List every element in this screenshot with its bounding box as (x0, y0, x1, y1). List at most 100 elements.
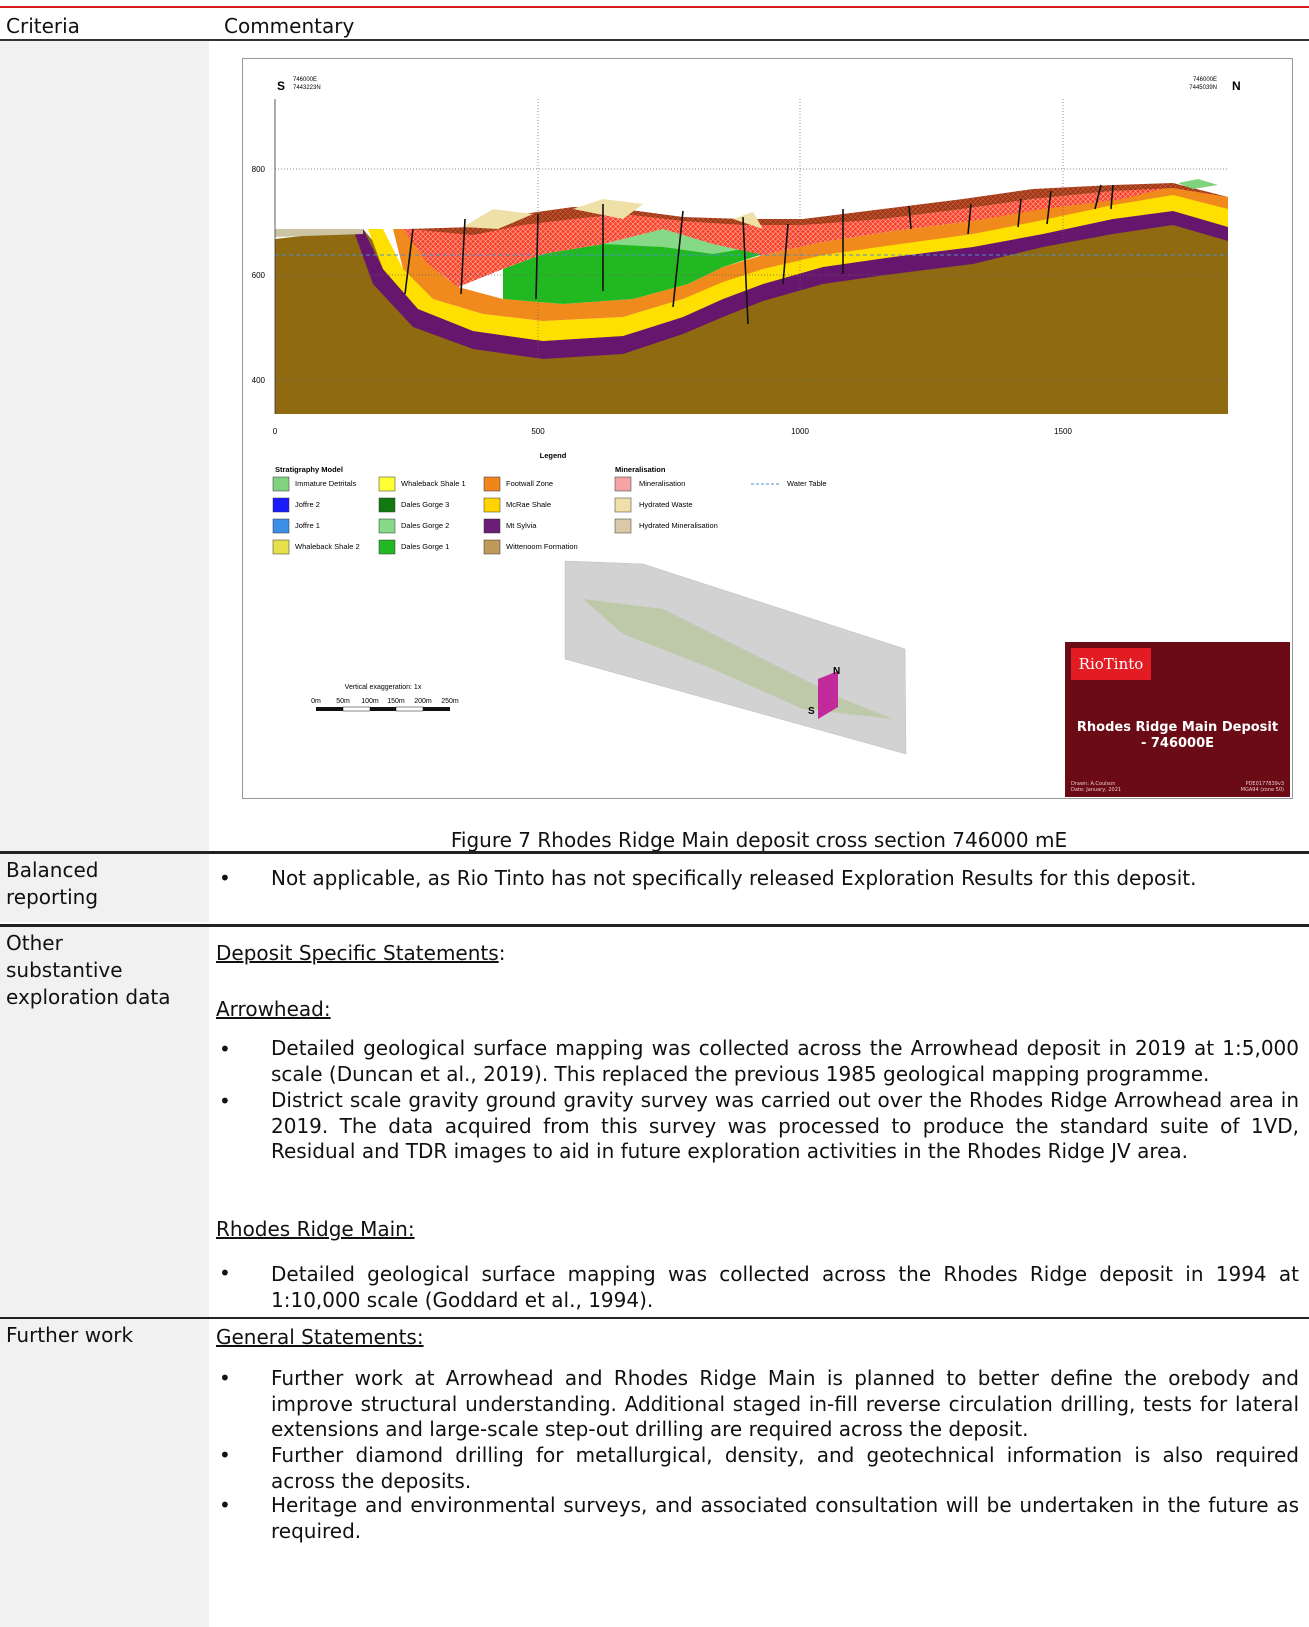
deposit-heading-text: Deposit Specific Statements (216, 941, 499, 965)
legend-joffre-1: Joffre 1 (295, 521, 320, 530)
legend-hydrated-waste: Hydrated Waste (639, 500, 693, 509)
title-block: RioTinto Rhodes Ridge Main Deposit - 746… (1065, 642, 1290, 797)
legend-footwall-zone: Footwall Zone (506, 479, 553, 488)
x-tick-500: 500 (531, 427, 545, 436)
legend-col-3: Footwall Zone McRae Shale Mt Sylvia Witt… (483, 476, 578, 555)
balanced-criteria-2: reporting (6, 885, 99, 909)
title-block-title: Rhodes Ridge Main Deposit - 746000E (1065, 720, 1290, 752)
drill-holes (404, 184, 1114, 325)
arrowhead-bullet-1: Detailed geological surface mapping was … (271, 1036, 1299, 1086)
legend-col-4: Mineralisation Hydrated Waste Hydrated M… (614, 476, 718, 534)
hydrated-waste-1 (463, 209, 533, 229)
legend-col-1: Immature Detritals Joffre 2 Joffre 1 Wha… (272, 476, 360, 555)
bullet: • (219, 1037, 231, 1061)
hydrated-waste-3 (733, 212, 763, 229)
bullet: • (219, 1443, 231, 1467)
legend-col-2: Whaleback Shale 1 Dales Gorge 3 Dales Go… (378, 476, 466, 555)
wittenoom-formation (275, 209, 1228, 414)
hydrated-waste-2 (573, 199, 643, 219)
legend-mineralisation: Mineralisation (639, 479, 685, 488)
y-tick-800: 800 (252, 165, 266, 174)
commentary-header: Commentary (224, 14, 355, 38)
north-coord-e: 746000E (1193, 77, 1217, 83)
legend-title: Legend (540, 451, 567, 460)
table-header: Criteria Commentary (0, 8, 1309, 41)
south-coord-e: 746000E (293, 77, 317, 83)
other-criteria-cell: Other substantive exploration data (0, 927, 209, 1317)
deposit-heading-colon: : (498, 941, 506, 965)
mineralisation-zone (403, 186, 1173, 287)
other-criteria-1: Other (6, 931, 63, 955)
bullet: • (219, 1089, 231, 1113)
legend-hydrated-mineralisation: Hydrated Mineralisation (639, 521, 718, 530)
x-tick-labels: 0 500 1000 1500 (273, 427, 1073, 436)
inset-s-label: S (808, 706, 815, 717)
general-heading: General Statements: (216, 1325, 424, 1349)
scale-0m: 0m (311, 698, 321, 705)
legend-dales-gorge-1: Dales Gorge 1 (401, 542, 449, 551)
title-line-2: - 746000E (1140, 736, 1215, 751)
rhodes-main-bullet: Detailed geological surface mapping was … (271, 1262, 1299, 1312)
balanced-text: Not applicable, as Rio Tinto has not spe… (271, 866, 1197, 890)
title-block-meta-left: Drawn: A.Coulson Date: January, 2021 (1071, 781, 1121, 793)
north-coord-n: 7445039N (1189, 85, 1217, 91)
legend-water-table: Water Table (787, 479, 827, 488)
further-criteria-cell: Further work (0, 1319, 209, 1627)
row-separator (0, 851, 1309, 854)
balanced-criteria-1: Balanced (6, 858, 99, 882)
north-label: N (1232, 79, 1241, 93)
figure-row-criteria-cell (0, 41, 209, 851)
title-block-meta-right: PDE0177839v3 MGA94 (zone 50) (1241, 781, 1284, 793)
hydrated-mineralisation (408, 183, 1228, 235)
south-coord-n: 7443223N (293, 85, 321, 91)
bullet: • (219, 1493, 231, 1517)
mcrae-shale (368, 194, 1228, 341)
scale-150m: 150m (387, 698, 405, 705)
other-criteria-3: exploration data (6, 985, 171, 1009)
inset-n-label: N (833, 666, 840, 677)
scale-200m: 200m (414, 698, 432, 705)
x-tick-0: 0 (273, 427, 278, 436)
balanced-criteria-cell: Balanced reporting (0, 854, 209, 922)
y-tick-600: 600 (252, 271, 266, 280)
legend-whaleback-2: Whaleback Shale 2 (295, 542, 360, 551)
legend-dales-gorge-2: Dales Gorge 2 (401, 521, 449, 530)
legend-dales-gorge-3: Dales Gorge 3 (401, 500, 449, 509)
grid-ref: MGA94 (zone 50) (1240, 787, 1284, 793)
immature-detritals (1178, 179, 1218, 189)
row-separator (0, 1317, 1309, 1319)
y-tick-400: 400 (252, 376, 266, 385)
legend-whaleback-1: Whaleback Shale 1 (401, 479, 466, 488)
vertical-exaggeration: Vertical exaggeration: 1x (345, 684, 422, 691)
scale-100m: 100m (361, 698, 379, 705)
scale-250m: 250m (441, 698, 459, 705)
figure-caption: Figure 7 Rhodes Ridge Main deposit cross… (450, 828, 1068, 852)
legend-immature-detritals: Immature Detritals (295, 479, 357, 488)
inset-3d-view: S N (564, 560, 907, 755)
further-criteria: Further work (6, 1323, 134, 1347)
bullet: • (219, 1366, 231, 1390)
min-title: Mineralisation (615, 465, 666, 474)
arrowhead-heading: Arrowhead: (216, 997, 331, 1021)
other-criteria-2: substantive (6, 958, 123, 982)
deposit-heading: Deposit Specific Statements: (216, 940, 505, 966)
bullet: • (219, 1261, 231, 1285)
legend: Legend Stratigraphy Model Mineralisation… (272, 451, 827, 555)
bullet: • (219, 866, 231, 890)
further-bullet-2: Further diamond drilling for metallurgic… (271, 1443, 1299, 1493)
cross-section-svg: S 746000E 7443223N N 746000E 7445039N (252, 77, 1241, 755)
further-bullet-3: Heritage and environmental surveys, and … (271, 1493, 1299, 1543)
drawn-date: Date: January, 2021 (1071, 787, 1122, 793)
y-tick-labels: 800 600 400 (252, 165, 266, 385)
legend-joffre-2: Joffre 2 (295, 500, 320, 509)
cross-section-figure: S 746000E 7443223N N 746000E 7445039N (242, 58, 1293, 799)
strat-title: Stratigraphy Model (275, 465, 343, 474)
legend-mcrae-shale: McRae Shale (506, 500, 551, 509)
further-bullet-1: Further work at Arrowhead and Rhodes Rid… (271, 1366, 1299, 1441)
title-line-1: Rhodes Ridge Main Deposit (1076, 720, 1279, 735)
legend-mt-sylvia: Mt Sylvia (506, 521, 537, 530)
rhodes-main-heading: Rhodes Ridge Main: (216, 1217, 415, 1241)
arrowhead-bullet-2: District scale gravity ground gravity su… (271, 1088, 1299, 1163)
mt-sylvia (353, 209, 1228, 359)
